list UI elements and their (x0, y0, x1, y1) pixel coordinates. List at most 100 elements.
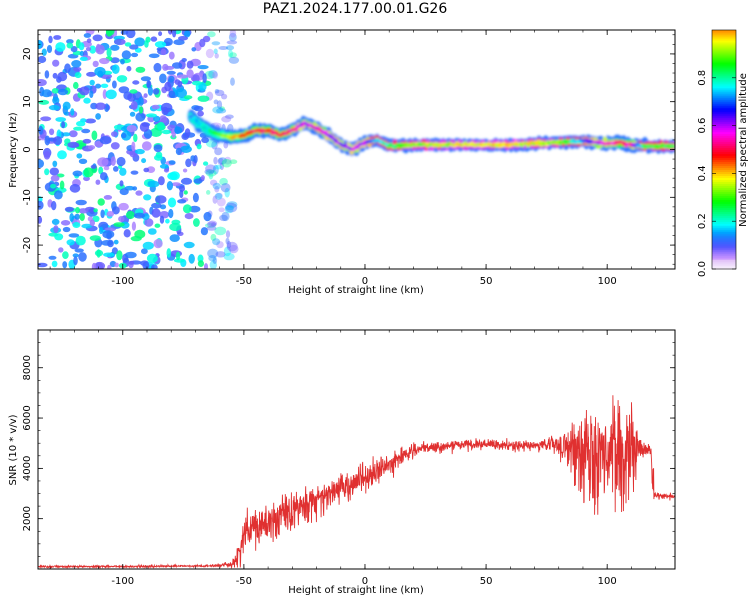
colorbar-segment (712, 87, 736, 91)
spectrogram-noise-blob (166, 70, 176, 75)
spectrogram-noise-blob (159, 215, 165, 224)
spectrogram-noise-blob (184, 30, 191, 38)
spectrogram-noise-blob (113, 222, 125, 228)
colorbar-segment (712, 35, 736, 39)
spectrogram-noise-blob (110, 142, 120, 150)
spectrogram-noise-blob (211, 140, 218, 150)
colorbar-segment (712, 163, 736, 167)
spectrogram-noise-blob (57, 71, 68, 82)
spectrogram-noise-blob (51, 218, 60, 225)
spectrogram-noise-blob (71, 60, 82, 68)
colorbar-segment (712, 103, 736, 107)
colorbar-segment (712, 45, 736, 49)
spectrogram-noise-blob (113, 166, 119, 172)
spectrogram-noise-blob (90, 164, 97, 169)
colorbar-segment (712, 109, 736, 113)
spectrogram-noise-blob (226, 241, 238, 252)
colorbar-segment (712, 79, 736, 83)
colorbar-segment (712, 57, 736, 61)
spectrogram-noise-blob (212, 106, 224, 114)
spectrogram-noise-blob (116, 156, 126, 167)
spectrogram-noise-blob (82, 138, 92, 144)
colorbar-segment (712, 171, 736, 174)
colorbar-segment (712, 183, 736, 186)
spectrogram-noise-blob (225, 202, 238, 213)
colorbar-segment (712, 69, 736, 73)
colorbar-segment (712, 143, 736, 147)
spectrogram-noise-blob (76, 153, 83, 159)
spectrogram-noise-blob (73, 126, 83, 131)
spectrogram-noise-blob (188, 253, 195, 264)
y-tick-label: 20 (22, 48, 33, 61)
spectrogram-noise-blob (175, 88, 187, 99)
colorbar-segment (712, 101, 736, 105)
spectrogram-noise-blob (132, 186, 138, 191)
spectrogram-noise-blob (131, 221, 136, 231)
spectrogram-noise-blob (41, 48, 47, 56)
spectrogram-noise-blob (129, 111, 136, 117)
spectrogram-noise-blob (146, 166, 156, 174)
colorbar-segment (712, 131, 736, 135)
spectrogram-noise-blob (188, 205, 201, 213)
spectrogram-noise-blob (106, 47, 112, 58)
spectrogram-noise-blob (143, 93, 148, 98)
colorbar-segment (712, 107, 736, 111)
y-tick-label: -20 (22, 237, 33, 253)
spectrogram-noise-blob (176, 74, 189, 79)
spectrogram-noise-blob (64, 63, 71, 73)
spectrogram-noise-blob (124, 251, 137, 259)
colorbar-segment (712, 151, 736, 155)
spectrogram-noise-blob (145, 36, 151, 43)
spectrogram-noise-blob (202, 73, 207, 84)
spectrogram-noise-blob (212, 182, 221, 190)
spectrogram-noise-blob (98, 166, 104, 175)
spectrogram-noise-blob (50, 183, 57, 189)
spectrogram-noise-blob (89, 235, 102, 241)
spectrogram-noise-blob (167, 197, 177, 208)
colorbar-segment (712, 123, 736, 127)
spectrogram-noise-blob (197, 65, 209, 70)
spectrogram-noise-blob (221, 115, 232, 123)
colorbar-segment (712, 191, 736, 194)
colorbar-segment (712, 59, 736, 63)
colorbar-segment (712, 209, 736, 212)
spectrogram-noise-blob (38, 99, 50, 105)
spectrogram-noise-blob (73, 256, 78, 266)
spectrogram-noise-blob (83, 167, 94, 178)
spectrogram-noise-blob (52, 96, 60, 105)
colorbar-segment (712, 93, 736, 97)
colorbar-segment (712, 211, 736, 214)
spectrogram-noise-blob (131, 141, 136, 152)
colorbar-segment (712, 61, 736, 65)
spectrogram-noise-blob (218, 46, 229, 50)
spectrogram-ridge-core (343, 143, 348, 147)
spectrogram-y-axis-label: Frequency (Hz) (8, 112, 19, 188)
spectrogram-noise-blob (174, 79, 181, 85)
spectrogram-noise-blob (148, 53, 160, 59)
spectrogram-noise-blob (69, 183, 81, 193)
colorbar-tick-label: 0.4 (697, 165, 708, 181)
spectrogram-noise-blob (95, 44, 105, 55)
colorbar-segment (712, 249, 736, 252)
spectrogram-noise-blob (193, 155, 198, 164)
spectrogram-noise-blob (220, 183, 231, 193)
spectrogram-noise-blob (142, 241, 154, 250)
spectrogram-noise-blob (185, 158, 192, 168)
spectrogram-noise-blob (205, 164, 216, 173)
colorbar-segment (712, 43, 736, 47)
colorbar-segment (712, 53, 736, 57)
colorbar-segment (712, 239, 736, 242)
colorbar-segment (712, 89, 736, 93)
spectrogram-noise-blob (53, 136, 63, 146)
spectrogram-noise-blob (91, 130, 98, 141)
spectrogram-noise-blob (182, 168, 188, 173)
spectrogram-noise-blob (168, 51, 175, 60)
spectrogram-noise-blob (154, 154, 163, 161)
spectrogram-noise-blob (219, 162, 224, 170)
spectrogram-noise-blob (79, 212, 85, 222)
spectrogram-noise-blob (133, 212, 145, 219)
spectrogram-noise-blob (154, 223, 161, 228)
spectrogram-noise-blob (40, 116, 52, 122)
spectrogram-noise-blob (95, 83, 102, 89)
spectrogram-noise-blob (70, 46, 78, 53)
